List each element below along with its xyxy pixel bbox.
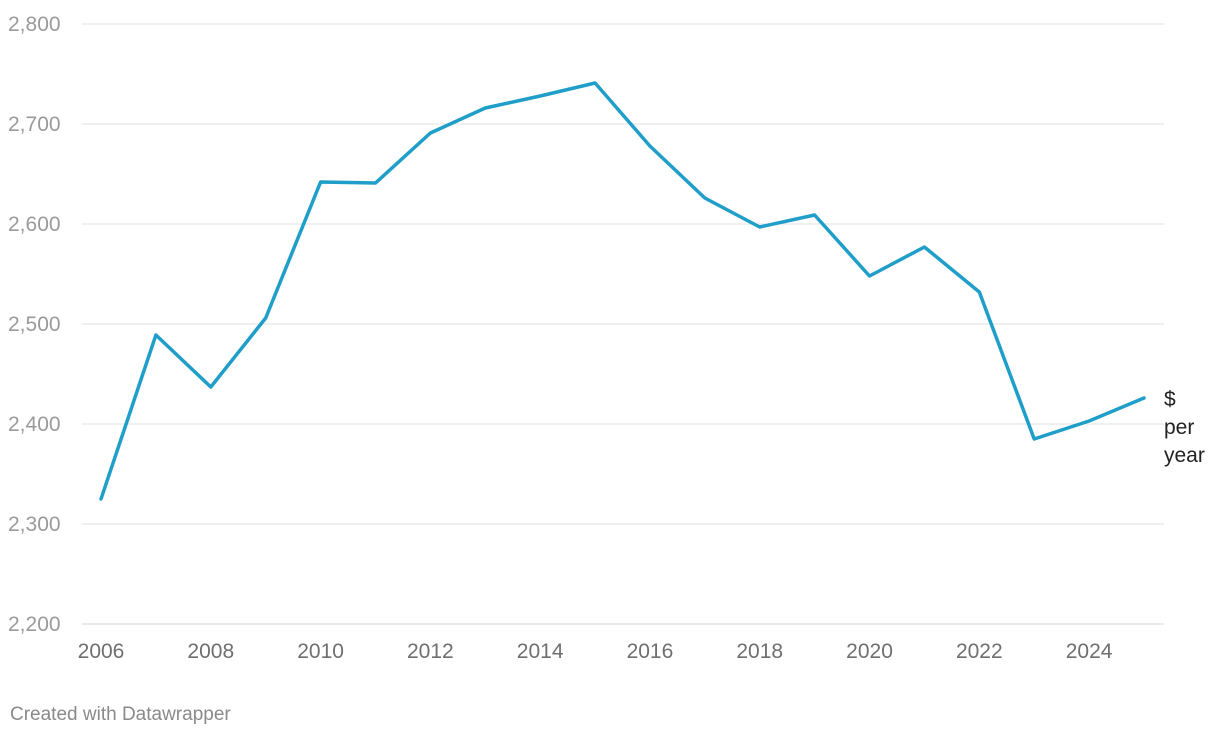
data-point-2010[interactable] [315,176,327,188]
data-point-2022[interactable] [973,286,985,298]
x-tick-label: 2008 [187,640,234,663]
series-end-labels: $ per year [1164,388,1205,467]
y-tick-label: 2,700 [8,113,61,136]
data-point-2018[interactable] [754,221,766,233]
series-group [95,77,1150,505]
y-tick-label: 2,600 [8,213,61,236]
data-point-2025[interactable] [1138,392,1150,404]
data-point-2006[interactable] [95,493,107,505]
series-line[interactable] [99,81,1146,501]
y-axis: 2,200 2,300 2,400 2,500 2,600 2,700 2,800 [8,13,61,636]
datawrapper-credit[interactable]: Created with Datawrapper [10,704,231,725]
x-tick-label: 2020 [846,640,893,663]
y-tick-label: 2,300 [8,513,61,536]
y-tick-label: 2,200 [8,613,61,636]
x-axis: 2006 2008 2010 2012 2014 2016 2018 2020 2022 2024 [78,640,1113,663]
data-point-2008[interactable] [205,381,217,393]
data-point-2012[interactable] [424,127,436,139]
series-end-label: $ [1164,388,1176,411]
data-point-2019[interactable] [809,209,821,221]
data-point-2023[interactable] [1028,433,1040,445]
data-point-2015[interactable] [589,77,601,89]
data-point-2011[interactable] [369,177,381,189]
data-point-2020[interactable] [864,270,876,282]
x-tick-label: 2010 [297,640,344,663]
data-point-2021[interactable] [918,241,930,253]
x-tick-label: 2018 [736,640,783,663]
data-point-2017[interactable] [699,192,711,204]
data-point-2013[interactable] [479,102,491,114]
series-end-label: year [1164,444,1205,467]
x-tick-label: 2012 [407,640,454,663]
data-point-2007[interactable] [150,329,162,341]
data-point-2016[interactable] [644,140,656,152]
data-point-2014[interactable] [534,90,546,102]
line-chart: 2,200 2,300 2,400 2,500 2,600 2,700 2,800 2006… [8,13,1205,663]
y-tick-label: 2,500 [8,313,61,336]
x-tick-label: 2014 [517,640,564,663]
data-point-2024[interactable] [1083,415,1095,427]
x-tick-label: 2006 [78,640,125,663]
data-point-2009[interactable] [260,312,272,324]
y-tick-label: 2,400 [8,413,61,436]
y-tick-label: 2,800 [8,13,61,36]
series-end-label: per [1164,416,1194,439]
x-tick-label: 2016 [627,640,674,663]
x-tick-label: 2024 [1066,640,1113,663]
x-tick-label: 2022 [956,640,1003,663]
